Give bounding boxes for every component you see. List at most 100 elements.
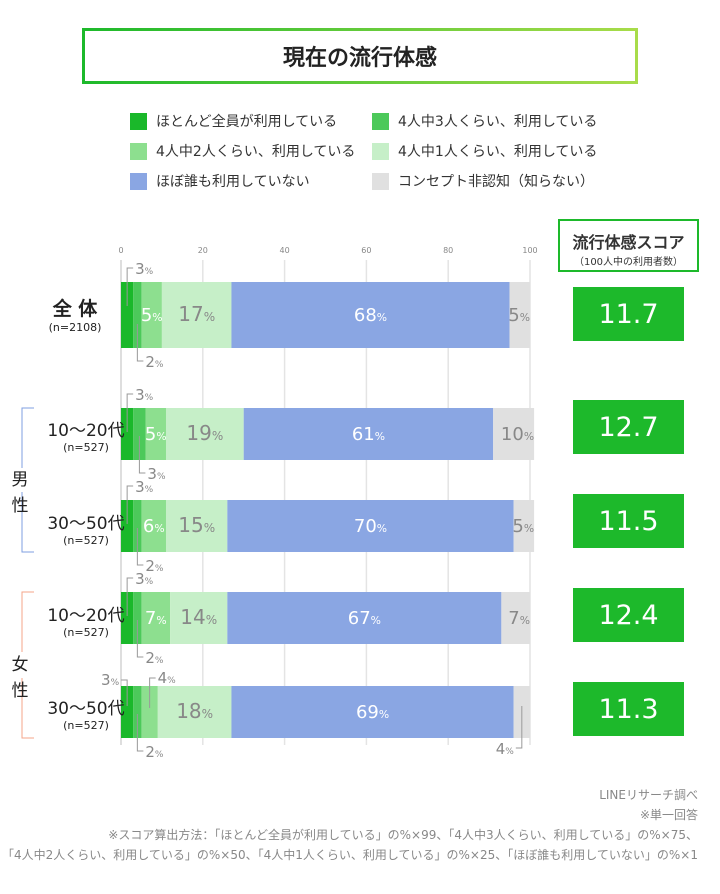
chart-title: 現在の流行体感 [82,28,638,84]
score-box: 12.7 [573,400,684,454]
bar-segment [231,686,514,738]
bar-segment [165,500,228,552]
score-box: 11.3 [573,682,684,736]
data-label: 10% [501,424,534,445]
x-tick-label: 20 [198,246,208,255]
bar-segment [141,282,162,348]
x-tick-label: 40 [280,246,290,255]
x-tick-label: 0 [118,246,123,255]
callout-line [126,267,134,306]
row-n: (n=527) [63,719,109,732]
data-label: 5% [141,305,163,326]
legend-label: コンセプト非認知（知らない） [398,174,594,190]
data-label: 3% [147,465,166,483]
data-label: 69% [356,702,389,723]
x-tick-label: 60 [361,246,371,255]
legend-label: ほとんど全員が利用している [156,114,338,130]
legend-swatch [372,112,389,130]
data-label: 17% [178,302,215,326]
callout-line [149,677,156,708]
legend-item: 4人中3人くらい、利用している [372,111,597,131]
data-label: 61% [352,424,385,445]
bar-segment [133,592,142,644]
data-label: 70% [354,516,387,537]
bar-segment [133,686,142,738]
callout-line [138,436,146,474]
row-label-text: 10〜20代 [47,606,125,626]
row-label-text: 全 体 [52,298,98,320]
bar-segment [493,408,535,460]
male-bracket [21,492,34,553]
data-label: 4% [158,669,177,687]
bar-segment [243,408,494,460]
callout-line [126,485,134,524]
score-method-note: ※スコア算出方法：「ほとんど全員が利用している」の%×99、「4人中3人くらい、… [108,828,698,842]
callout-line [136,620,144,658]
legend-label: ほぼ誰も利用していない [156,174,310,190]
data-label: 68% [354,305,387,326]
callout-line [136,324,144,362]
row-n: (n=2108) [48,321,102,334]
score-box: 11.7 [573,287,684,341]
callout-line [126,393,134,432]
legend-swatch [372,142,389,160]
score-box: 11.5 [573,494,684,548]
row-n: (n=527) [63,441,109,454]
data-label: 5% [512,516,534,537]
data-label: 4% [496,740,515,758]
bar-segment [133,408,146,460]
bar-segment [501,592,530,644]
row-n: (n=527) [63,626,109,639]
legend-label: 4人中2人くらい、利用している [156,144,356,160]
legend-item: コンセプト非認知（知らない） [372,171,594,191]
data-label: 3% [135,260,154,278]
row-label-text: 10〜20代 [47,421,125,441]
data-label: 6% [143,516,165,537]
data-label: 19% [186,421,223,445]
score-header-subtitle: （100人中の利用者数） [573,257,684,268]
row-label-text: 30〜50代 [47,514,125,534]
legend-item: 4人中1人くらい、利用している [372,141,597,161]
row-label: 10〜20代 (n=527) [36,416,136,454]
bar-segment [121,686,134,738]
data-label: 2% [145,743,164,761]
bar-segment [133,282,142,348]
x-tick-label: 80 [443,246,453,255]
row-n: (n=527) [63,534,109,547]
data-label: 5% [145,424,167,445]
bar-segment [170,592,228,644]
score-box: 12.4 [573,588,684,642]
data-label: 3% [101,671,120,689]
legend-label: 4人中1人くらい、利用している [398,144,598,160]
bar-segment [121,592,134,644]
bar-segment [121,500,134,552]
female-bracket [21,678,34,739]
bar-segment [121,408,134,460]
row-label: 30〜50代 (n=527) [36,694,136,732]
legend-item: ほぼ誰も利用していない [130,171,310,191]
data-label: 2% [145,557,164,575]
data-label: 67% [348,608,381,629]
bar-segment [227,500,514,552]
legend-swatch [130,172,147,190]
x-tick-label: 100 [522,246,537,255]
score-header-title: 流行体感スコア [572,233,685,252]
data-label: 3% [135,478,154,496]
data-label: 3% [135,570,154,588]
gender-label-male: 男性 [11,470,29,516]
score-method-note-2: 「4人中2人くらい、利用している」の%×50、「4人中1人くらい、利用している」… [1,848,698,862]
female-bracket [21,591,34,652]
bar-segment [141,686,158,738]
callout-line [136,714,144,752]
data-label: 2% [145,649,164,667]
callout-line [515,706,523,749]
bar-segment [141,592,171,644]
bar-segment [513,500,535,552]
legend-swatch [372,172,389,190]
gender-label-female: 女性 [11,655,29,701]
row-label-text: 30〜50代 [47,699,125,719]
legend-item: 4人中2人くらい、利用している [130,141,355,161]
legend-swatch [130,112,147,130]
callout-line [136,528,144,566]
